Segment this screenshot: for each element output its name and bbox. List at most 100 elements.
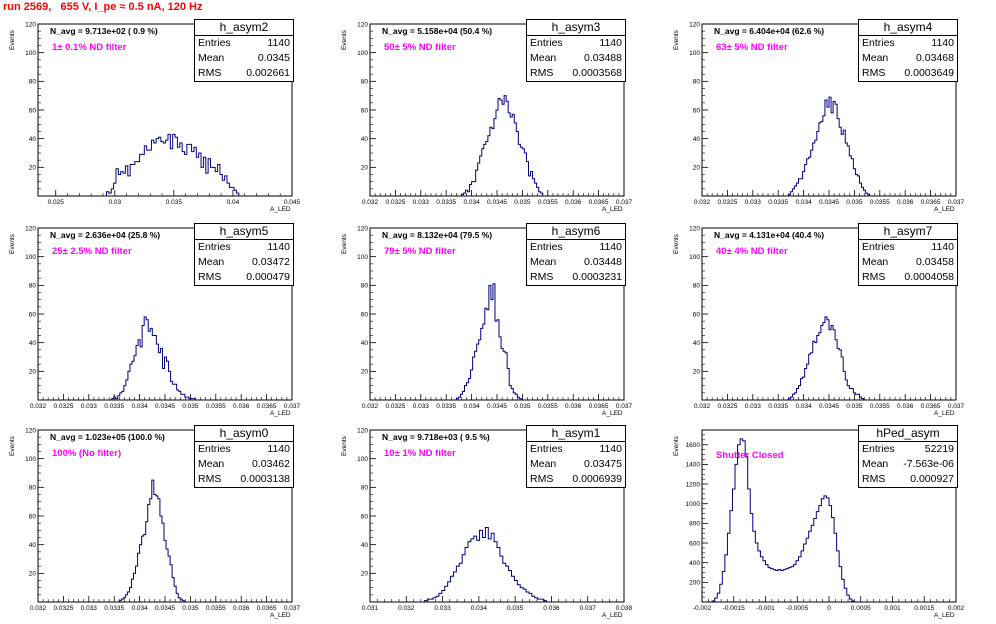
stat-label: RMS (198, 271, 222, 283)
histogram-bin (504, 96, 506, 196)
x-axis-label: A_LED (602, 612, 623, 619)
stat-row-mean: Mean 0.03458 (859, 255, 957, 270)
x-tick-label: 0.0335 (768, 403, 788, 410)
navg-label: N_avg = 6.404e+04 (62.6 %) (714, 26, 825, 36)
histogram-bin (183, 394, 185, 400)
histogram-bin (462, 555, 465, 602)
x-tick-label: 0.036 (565, 199, 582, 206)
stat-row-entries: Entries 1140 (859, 240, 957, 255)
histogram-bin (517, 585, 520, 602)
histogram-bin (526, 592, 529, 602)
histogram-bin (811, 525, 814, 602)
histogram-bin (140, 154, 142, 196)
filter-annotation: 63± 5% ND filter (716, 42, 788, 53)
y-axis-label: Events (341, 234, 348, 254)
histogram-bin (123, 173, 125, 196)
stat-row-entries: Entries 1140 (195, 36, 293, 51)
histogram-bin (859, 183, 861, 196)
histogram-series (787, 316, 865, 400)
histogram-bin (511, 389, 513, 400)
histogram-bin (135, 162, 137, 196)
histogram-bin (463, 193, 465, 196)
histogram-bin (801, 179, 803, 196)
histogram-bin (152, 336, 154, 401)
stat-value: 1140 (599, 443, 622, 455)
filter-annotation: 79± 5% ND filter (384, 246, 456, 257)
y-tick-label: 60 (29, 311, 37, 318)
histogram-bin (169, 371, 171, 400)
histogram-bin (790, 397, 792, 400)
histogram-bin (819, 123, 821, 196)
stat-value: 0.0003231 (572, 271, 622, 283)
stat-value: 0.0003568 (572, 67, 622, 79)
histogram-bin (128, 176, 130, 196)
histogram-bin (124, 386, 126, 400)
histogram-bin (470, 185, 472, 196)
histogram-bin (835, 104, 837, 196)
x-tick-label: 0.0325 (53, 605, 73, 612)
histogram-bin (150, 499, 152, 602)
histogram-bin (819, 506, 822, 602)
histogram-bin (535, 183, 537, 196)
x-tick-label: 0.033 (413, 403, 430, 410)
histogram-bin (154, 143, 156, 196)
histogram-bin (851, 389, 853, 400)
x-tick-label: -0.0005 (786, 605, 808, 612)
histogram-bin (491, 300, 493, 400)
x-tick-label: 0.035 (507, 605, 524, 612)
histogram-bin (806, 538, 809, 602)
histogram-bin (497, 548, 500, 602)
stat-row-mean: Mean 0.03448 (527, 255, 625, 270)
histogram-bin (142, 536, 144, 602)
histogram-bin (807, 159, 809, 196)
histogram-bin (488, 136, 490, 196)
histogram-bin (191, 399, 193, 400)
histogram-bin (526, 162, 528, 196)
stat-label: Entries (198, 443, 231, 455)
histogram-bin (809, 157, 811, 196)
x-tick-label: 0.0365 (257, 605, 277, 612)
stat-label: Entries (862, 241, 895, 253)
x-tick-label: 0.002 (948, 605, 965, 612)
histogram-bin (199, 153, 201, 196)
x-tick-label: 0.0335 (436, 403, 456, 410)
stat-row-mean: Mean 0.0345 (195, 51, 293, 66)
histogram-bin (184, 154, 186, 196)
histogram-bin (120, 393, 122, 400)
y-tick-label: 80 (693, 79, 701, 86)
histogram-bin (468, 192, 470, 196)
stat-value: 1140 (267, 443, 290, 455)
y-tick-label: 80 (29, 283, 37, 290)
x-tick-label: 0.032 (30, 605, 47, 612)
stat-box: h_asym7 Entries 1140 Mean 0.03458 RMS 0.000405… (858, 223, 958, 286)
histogram-bin (164, 357, 166, 400)
stat-label: Mean (530, 458, 557, 470)
stat-label: Entries (198, 37, 231, 49)
histogram-bin (532, 596, 535, 602)
filter-annotation: 50± 5% ND filter (384, 42, 456, 53)
histogram-bin (541, 193, 543, 196)
histogram-bin (164, 540, 166, 602)
stat-label: RMS (530, 271, 554, 283)
histogram-pad-h_asym6: 0.032 0.0325 0.033 0.0335 0.034 0.0345 0.035 0.… (332, 218, 662, 422)
histogram-bin (538, 599, 541, 602)
x-tick-label: 0.037 (580, 605, 597, 612)
stat-value: 0.03468 (916, 52, 954, 64)
histogram-bin (791, 567, 794, 602)
x-axis-label: A_LED (934, 206, 955, 213)
x-tick-label: 0.0325 (717, 403, 737, 410)
y-tick-label: 120 (25, 427, 36, 434)
histogram-bin (815, 140, 817, 196)
histogram-bin (140, 347, 142, 400)
histogram-bin (160, 516, 162, 602)
histogram-bin (781, 571, 784, 602)
histogram-bin (469, 379, 471, 401)
x-tick-label: 0.0335 (436, 199, 456, 206)
histogram-bin (512, 114, 514, 196)
histogram-bin (819, 333, 821, 400)
histogram-name: h_asym1 (527, 426, 625, 442)
histogram-bin (131, 579, 133, 602)
histogram-bin (792, 394, 794, 400)
x-tick-label: 0.032 (362, 199, 379, 206)
histogram-bin (853, 393, 855, 400)
